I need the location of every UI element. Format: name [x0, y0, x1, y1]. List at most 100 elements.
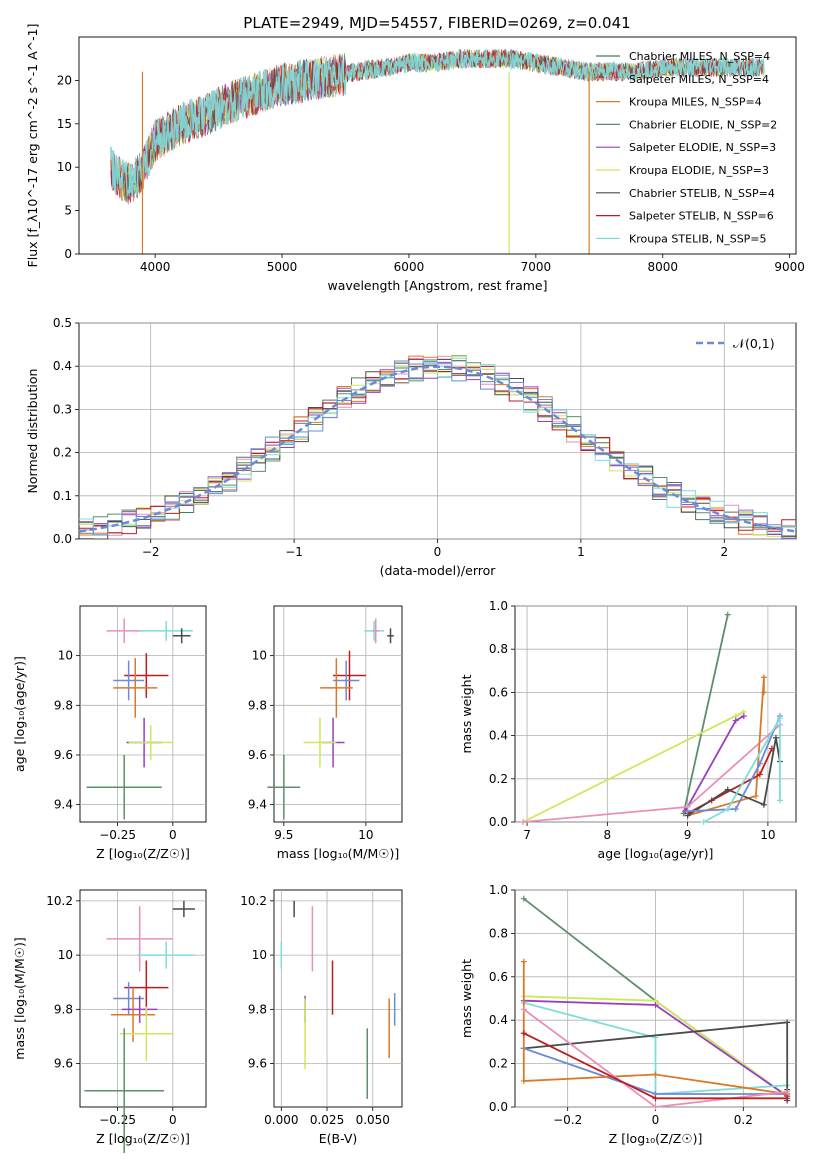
- weight-series: [703, 714, 781, 823]
- gaussian-curve: [78, 365, 797, 533]
- legend-label: 𝒩(0,1): [733, 336, 775, 351]
- x-tick-label: 7000: [521, 260, 552, 274]
- x-tick-label: 8: [604, 828, 612, 842]
- weight-point: [740, 713, 747, 720]
- figure-title: PLATE=2949, MJD=54557, FIBERID=0269, z=0…: [243, 14, 630, 32]
- y-axis-label: mass weight: [459, 674, 474, 753]
- y-tick-label: 9.6: [248, 748, 267, 762]
- x-tick-label: 0.2: [734, 1113, 753, 1127]
- y-tick-label: 10: [57, 160, 72, 174]
- y-tick-label: 9.4: [54, 798, 73, 812]
- x-tick-label: 0.025: [310, 1113, 344, 1127]
- x-tick-label: 0: [169, 1113, 177, 1127]
- weight-point: [652, 1104, 659, 1110]
- chart-weight-z: −0.2 0 0.2 0.0 0.2 0.4 0.6 0.8 1.0 Z [log₁₀(Z/Z☉)…: [459, 883, 797, 1146]
- x-axis-label: wavelength [Angstrom, rest frame]: [327, 278, 547, 293]
- legend-label: Chabrier MILES, N_SSP=4: [629, 50, 770, 63]
- weight-point: [520, 895, 527, 902]
- y-tick-label: 0.0: [489, 815, 508, 829]
- y-tick-label: 20: [57, 73, 72, 87]
- y-tick-label: 9.6: [54, 1057, 73, 1071]
- x-tick-label: 4000: [140, 260, 171, 274]
- chart-residuals: −2 −1 0 1 2 0.0 0.1 0.2 0.3 0.4 0.5 𝒩(0,1) (data-mod…: [25, 316, 797, 578]
- y-tick-label: 10: [58, 948, 73, 962]
- weight-series: [687, 715, 781, 813]
- y-axis-label: Flux [f_λ10^-17 erg cm^-2 s^-1 A^-1]: [25, 24, 40, 268]
- legend-label: Salpeter STELIB, N_SSP=6: [629, 210, 774, 223]
- weight-series: [522, 724, 781, 823]
- chart-weight-age: 7 8 9 10 0.0 0.2 0.4 0.6 0.8 1.0 age [log₁₀(age/yr…: [459, 599, 797, 861]
- legend-label: Kroupa STELIB, N_SSP=5: [629, 232, 767, 245]
- x-tick-label: 9.5: [274, 828, 293, 842]
- x-tick-label: 1: [577, 545, 585, 559]
- y-tick-label: 10: [252, 649, 267, 663]
- axes-frame: [514, 605, 797, 823]
- y-tick-label: 0.3: [53, 402, 72, 416]
- y-tick-label: 0: [64, 247, 72, 261]
- axes-frame: [273, 605, 403, 823]
- legend-label: Kroupa ELODIE, N_SSP=3: [629, 164, 769, 177]
- y-axis-label: age [log₁₀(age/yr)]: [12, 656, 27, 772]
- chart-spectrum: 4000 5000 6000 7000 8000 9000 0 5 10 15 20 waveleng…: [25, 24, 805, 293]
- weight-point: [724, 786, 731, 793]
- axes-frame: [79, 889, 207, 1108]
- y-tick-label: 9.8: [248, 698, 267, 712]
- chart-mass-ebv: 0.000 0.025 0.050 9.6 9.8 10 10.2 E(B-V): [240, 889, 403, 1146]
- weight-point: [520, 1077, 527, 1084]
- weight-point: [760, 689, 767, 696]
- y-tick-label: 10.2: [240, 894, 267, 908]
- weight-point: [732, 717, 739, 724]
- weight-point: [724, 611, 731, 618]
- x-tick-label: 0: [434, 545, 442, 559]
- y-tick-label: 0.2: [53, 446, 72, 460]
- legend-label: Chabrier ELODIE, N_SSP=2: [629, 118, 777, 131]
- y-axis-label: mass weight: [459, 959, 474, 1038]
- y-tick-label: 9.6: [248, 1057, 267, 1071]
- axes-frame: [79, 605, 207, 823]
- x-tick-label: 6000: [394, 260, 425, 274]
- y-tick-label: 0.4: [489, 729, 508, 743]
- x-tick-label: −2: [142, 545, 160, 559]
- weight-point: [784, 1095, 791, 1102]
- weight-point: [684, 808, 691, 815]
- x-tick-label: 7: [523, 828, 531, 842]
- x-axis-label: Z [log₁₀(Z/Z☉)]: [96, 846, 190, 861]
- y-tick-label: 0.4: [53, 359, 72, 373]
- y-tick-label: 9.8: [54, 1002, 73, 1016]
- weight-point: [752, 793, 759, 800]
- x-tick-label: −1: [285, 545, 303, 559]
- y-tick-label: 0.6: [489, 970, 508, 984]
- x-tick-label: 0: [652, 1113, 660, 1127]
- x-axis-label: Z [log₁₀(Z/Z☉)]: [96, 1131, 190, 1146]
- y-tick-label: 0.0: [489, 1100, 508, 1114]
- chart-mass-z: −0.25 0 9.6 9.8 10 10.2 Z [log₁₀(Z/Z☉)] mass [l…: [12, 889, 207, 1154]
- x-axis-label: E(B-V): [319, 1131, 358, 1146]
- weight-point: [520, 1006, 527, 1013]
- y-tick-label: 0.1: [53, 489, 72, 503]
- weight-point: [732, 806, 739, 813]
- histogram-series: [79, 360, 796, 540]
- x-tick-label: 9: [684, 828, 692, 842]
- y-tick-label: 15: [57, 117, 72, 131]
- legend-label: Kroupa MILES, N_SSP=4: [629, 96, 762, 109]
- y-tick-label: 0.0: [53, 532, 72, 546]
- chart-age-z: −0.25 0 9.4 9.6 9.8 10 Z [log₁₀(Z/Z☉)] age [log…: [12, 605, 207, 861]
- y-tick-label: 0.8: [489, 642, 508, 656]
- weight-series: [682, 614, 729, 814]
- axes-frame: [273, 889, 403, 1108]
- weight-point: [652, 1071, 659, 1078]
- x-tick-label: 9000: [774, 260, 805, 274]
- y-tick-label: 10: [58, 649, 73, 663]
- x-tick-label: 10: [760, 828, 775, 842]
- weight-point: [756, 760, 763, 767]
- weight-point: [520, 1030, 527, 1037]
- weight-point: [776, 715, 783, 722]
- x-tick-label: 8000: [647, 260, 678, 274]
- legend-label: Salpeter ELODIE, N_SSP=3: [629, 141, 776, 154]
- y-tick-label: 9.8: [248, 1002, 267, 1016]
- y-tick-label: 9.4: [248, 798, 267, 812]
- weight-series: [687, 677, 765, 817]
- y-tick-label: 1.0: [489, 599, 508, 613]
- weight-point: [772, 734, 779, 741]
